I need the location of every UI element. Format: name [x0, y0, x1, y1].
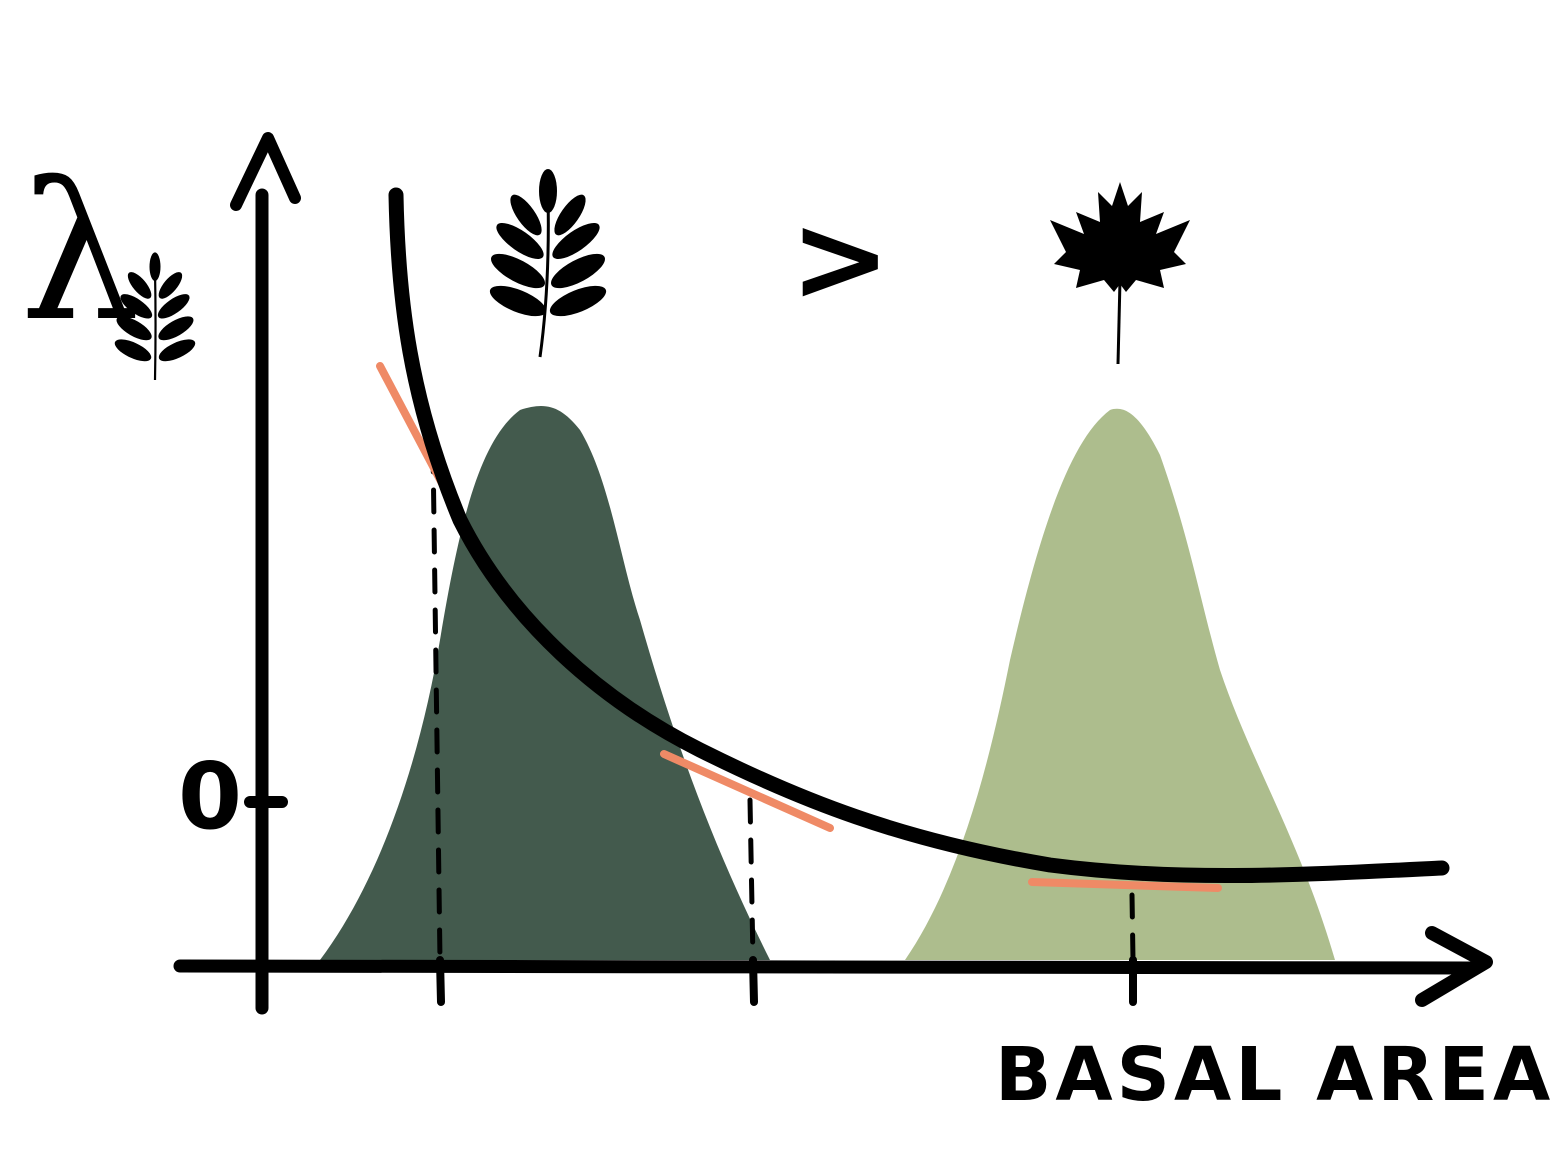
- tangent-line-2: [660, 750, 834, 832]
- compound-leaf-icon: [489, 169, 607, 358]
- maple-distribution: [905, 408, 1335, 960]
- lambda-curve: [388, 187, 1450, 884]
- y-axis-arrowhead: [230, 132, 301, 211]
- maple-leaf-icon: [1050, 182, 1190, 365]
- x-axis: [173, 926, 1493, 1007]
- tangent-line-3: [1028, 878, 1222, 892]
- compound-leaf-icon: [114, 252, 196, 381]
- ash-distribution: [320, 406, 770, 960]
- x-axis-arrowhead: [1415, 926, 1493, 1007]
- y-axis: [230, 132, 301, 1015]
- y-zero-label: 0: [178, 743, 242, 850]
- drop-line-3: [1129, 892, 1136, 963]
- drop-line-1: [430, 447, 443, 963]
- drop-line-2: [747, 797, 756, 963]
- x-tick-1: [436, 956, 445, 1006]
- y-axis-symbol: λ: [20, 142, 140, 363]
- comparison-symbol: >: [790, 190, 891, 329]
- x-axis-label: BASAL AREA: [995, 1032, 1552, 1118]
- x-tick-2: [749, 956, 758, 1006]
